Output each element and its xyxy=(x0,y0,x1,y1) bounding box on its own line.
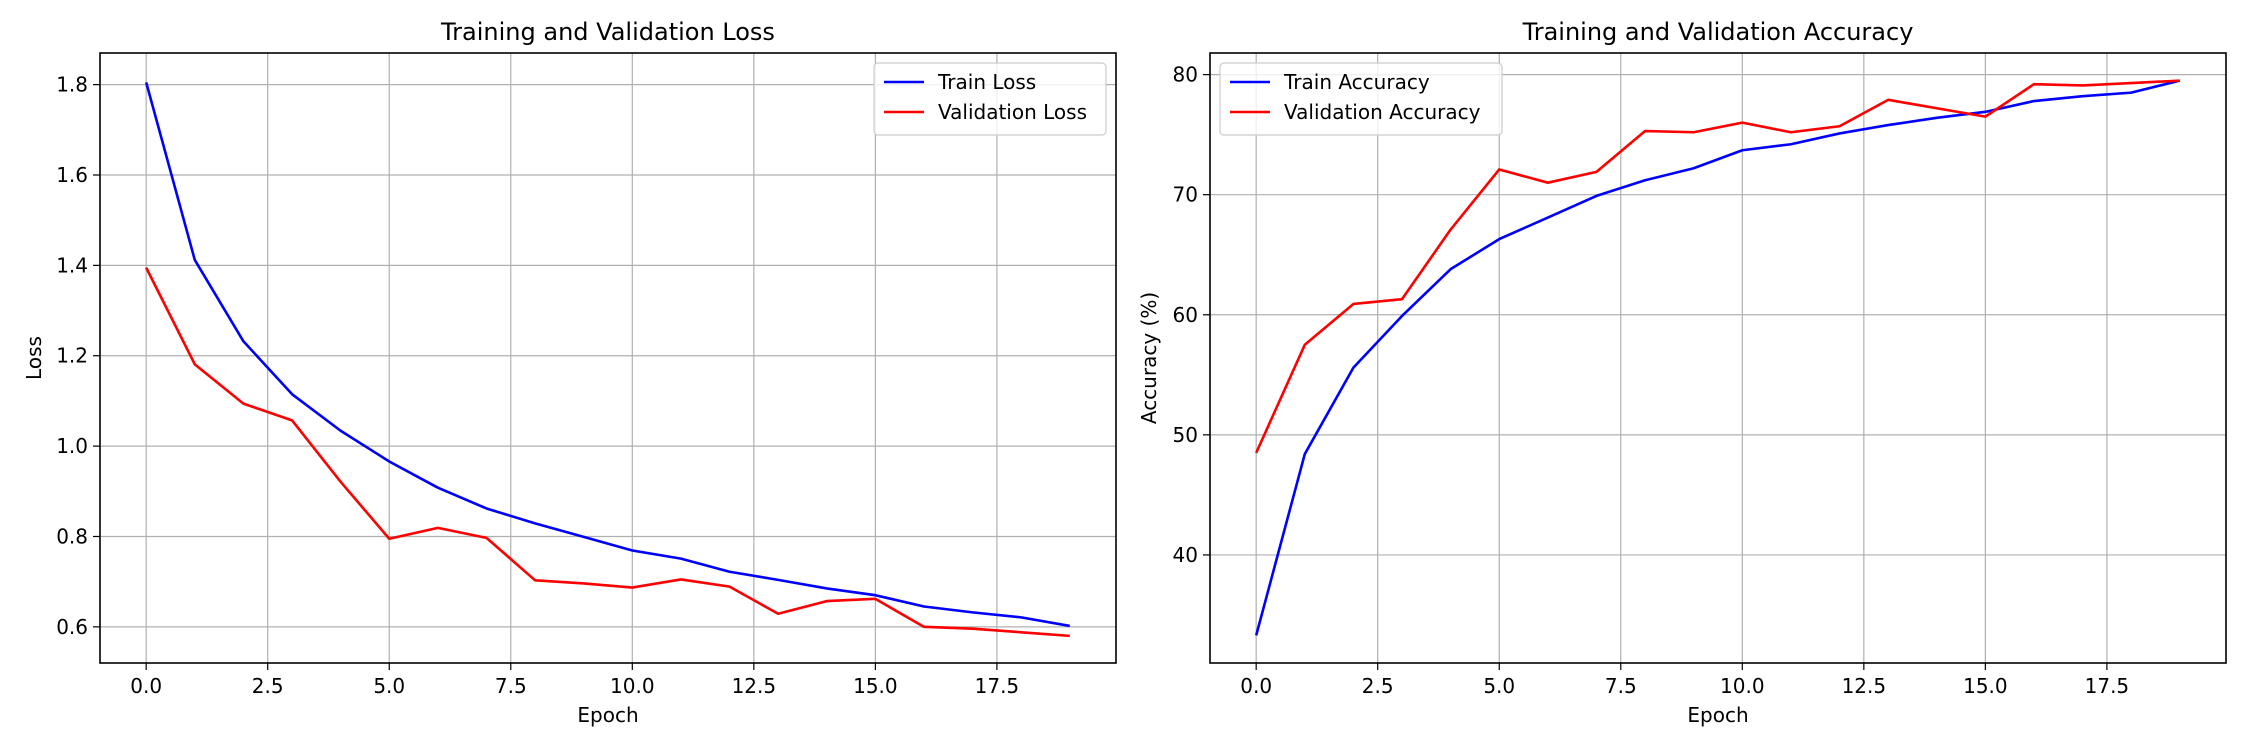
accuracy-chart-legend-label-train-accuracy: Train Accuracy xyxy=(1283,70,1430,94)
accuracy-chart-series xyxy=(1254,79,2181,636)
accuracy-chart-x-tick-label: 0.0 xyxy=(1240,674,1272,698)
loss-chart-y-tick-label: 0.6 xyxy=(56,615,88,639)
loss-chart-plot-frame xyxy=(99,52,1117,664)
accuracy-chart-x-tick-label: 5.0 xyxy=(1483,674,1515,698)
loss-chart-x-tick-label: 17.5 xyxy=(975,674,1020,698)
accuracy-chart-legend-box xyxy=(1219,62,1503,136)
accuracy-chart-y-tick-label: 40 xyxy=(1173,543,1198,567)
loss-chart-x-tick-label: 15.0 xyxy=(853,674,898,698)
loss-chart-y-axis-label: Loss xyxy=(22,336,46,380)
loss-chart-ticks: 0.0 2.5 5.0 7.5 10.0 12.5 15.0 17.5 0.6 0.8 1.0 1.2… xyxy=(56,73,1019,698)
loss-chart-x-tick-label: 5.0 xyxy=(373,674,405,698)
accuracy-chart-y-axis-label: Accuracy (%) xyxy=(1137,292,1161,424)
loss-chart-legend-label-train-loss: Train Loss xyxy=(937,70,1036,94)
loss-chart-x-tick-label: 10.0 xyxy=(610,674,655,698)
loss-chart-y-tick-label: 0.8 xyxy=(56,524,88,548)
accuracy-chart-y-tick-label: 70 xyxy=(1173,183,1198,207)
loss-chart-y-tick-label: 1.6 xyxy=(56,163,88,187)
loss-chart-y-tick-label: 1.2 xyxy=(56,344,88,368)
loss-chart-legend-label-validation-loss: Validation Loss xyxy=(938,100,1087,124)
accuracy-chart-legend-label-validation-accuracy: Validation Accuracy xyxy=(1284,100,1481,124)
loss-chart-y-tick-label: 1.4 xyxy=(56,253,88,277)
accuracy-chart-series-validation-accuracy xyxy=(1254,79,2180,454)
accuracy-chart-x-tick-label: 7.5 xyxy=(1605,674,1637,698)
loss-chart-x-tick-label: 2.5 xyxy=(252,674,284,698)
accuracy-chart-title: Training and Validation Accuracy xyxy=(1522,18,1914,46)
loss-chart-x-axis-label: Epoch xyxy=(577,703,638,727)
accuracy-chart-grid xyxy=(1210,53,2226,663)
accuracy-chart-y-tick-label: 50 xyxy=(1173,423,1198,447)
accuracy-chart-x-tick-label: 10.0 xyxy=(1720,674,1765,698)
accuracy-chart-series-train-accuracy xyxy=(1254,79,2181,636)
accuracy-chart-x-axis-label: Epoch xyxy=(1687,703,1748,727)
accuracy-chart-x-tick-label: 12.5 xyxy=(1842,674,1887,698)
accuracy-chart-y-tick-label: 80 xyxy=(1173,63,1198,87)
accuracy-chart-legend: Train Accuracy Validation Accuracy xyxy=(1219,62,1503,136)
loss-chart-series xyxy=(144,82,1071,638)
accuracy-chart-plot-frame xyxy=(1209,52,2227,664)
loss-chart-x-tick-label: 0.0 xyxy=(130,674,162,698)
accuracy-chart-ticks: 0.0 2.5 5.0 7.5 10.0 12.5 15.0 17.5 40 50 60 70 80 xyxy=(1173,63,2130,698)
accuracy-chart-x-tick-label: 15.0 xyxy=(1963,674,2008,698)
loss-chart-y-tick-label: 1.0 xyxy=(56,434,88,458)
loss-chart-legend-box xyxy=(873,62,1107,136)
accuracy-chart-x-tick-label: 2.5 xyxy=(1362,674,1394,698)
loss-chart-x-tick-label: 7.5 xyxy=(495,674,527,698)
loss-chart-series-train-loss xyxy=(144,82,1071,628)
loss-chart-series-validation-loss xyxy=(145,267,1070,638)
accuracy-chart-panel: Training and Validation Accuracy 0.0 2.5 5… xyxy=(1137,18,2227,727)
accuracy-chart-y-tick-label: 60 xyxy=(1173,303,1198,327)
accuracy-chart-x-tick-label: 17.5 xyxy=(2085,674,2130,698)
loss-chart-legend: Train Loss Validation Loss xyxy=(873,62,1107,136)
loss-chart-x-tick-label: 12.5 xyxy=(732,674,777,698)
loss-chart-grid xyxy=(100,53,1116,663)
loss-chart-y-tick-label: 1.8 xyxy=(56,73,88,97)
loss-chart-panel: Training and Validation Loss 0.0 2.5 5.0 7.… xyxy=(22,18,1117,727)
loss-chart-title: Training and Validation Loss xyxy=(440,18,775,46)
